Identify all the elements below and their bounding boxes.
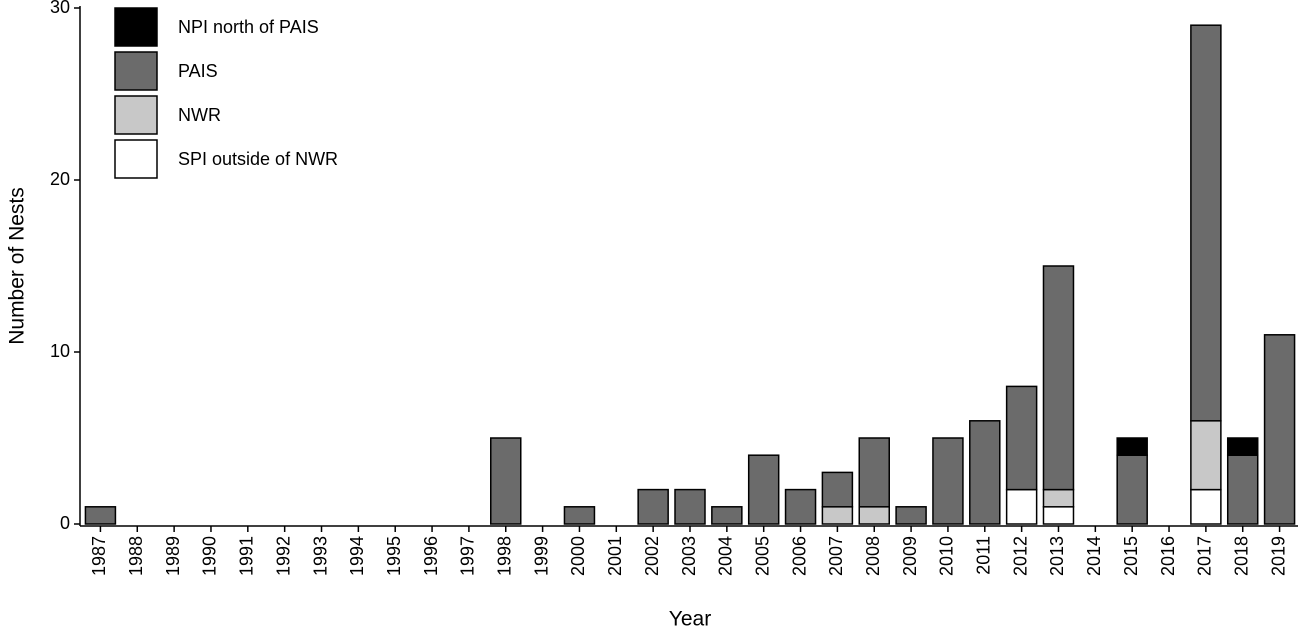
x-tick-label: 1988 bbox=[126, 536, 146, 576]
y-tick-label: 20 bbox=[50, 169, 70, 189]
x-tick-label: 2006 bbox=[789, 536, 809, 576]
x-tick-label: 2004 bbox=[716, 536, 736, 576]
legend-swatch bbox=[114, 7, 158, 47]
x-tick-label: 2013 bbox=[1047, 536, 1067, 576]
x-axis-label: Year bbox=[669, 608, 711, 631]
bar-segment bbox=[1226, 454, 1259, 525]
bar-segment bbox=[1116, 454, 1148, 525]
bar-segment bbox=[821, 471, 854, 508]
bar-segment bbox=[747, 454, 780, 525]
bar-segment bbox=[858, 506, 890, 525]
x-tick-label: 2002 bbox=[642, 536, 662, 576]
x-tick-label: 2005 bbox=[752, 536, 772, 576]
bar-segment bbox=[674, 488, 706, 525]
bar-segment bbox=[1042, 488, 1075, 508]
x-tick-label: 2007 bbox=[826, 536, 846, 576]
bar-segment bbox=[1005, 385, 1038, 491]
x-tick-label: 1989 bbox=[163, 536, 183, 576]
x-tick-label: 2003 bbox=[679, 536, 699, 576]
legend-swatch bbox=[114, 139, 158, 179]
x-tick-label: 2010 bbox=[937, 536, 957, 576]
legend-swatch bbox=[114, 95, 158, 135]
bar-segment bbox=[1116, 437, 1148, 456]
bar-segment bbox=[490, 437, 522, 525]
x-tick-label: 1993 bbox=[310, 536, 330, 576]
x-tick-label: 2009 bbox=[900, 536, 920, 576]
bar-segment bbox=[637, 488, 669, 525]
x-tick-label: 2011 bbox=[974, 536, 994, 575]
x-tick-label: 2018 bbox=[1231, 536, 1251, 576]
x-tick-label: 2016 bbox=[1158, 536, 1178, 576]
y-tick-label: 0 bbox=[60, 513, 70, 533]
x-tick-label: 2012 bbox=[1010, 536, 1030, 576]
legend-label: PAIS bbox=[178, 61, 218, 81]
x-tick-label: 2014 bbox=[1084, 536, 1104, 576]
x-tick-label: 1999 bbox=[531, 536, 551, 576]
x-tick-label: 2015 bbox=[1121, 536, 1141, 576]
y-tick-label: 10 bbox=[50, 341, 70, 361]
x-tick-label: 2001 bbox=[605, 536, 625, 576]
x-tick-label: 1997 bbox=[458, 536, 478, 576]
legend-label: SPI outside of NWR bbox=[178, 149, 338, 169]
y-tick-label: 30 bbox=[50, 0, 70, 17]
x-tick-label: 1990 bbox=[200, 536, 220, 576]
bar-segment bbox=[1190, 420, 1222, 491]
x-tick-label: 1994 bbox=[347, 536, 367, 576]
bar-segment bbox=[1005, 488, 1038, 525]
x-tick-label: 2008 bbox=[863, 536, 883, 576]
x-tick-label: 1995 bbox=[384, 536, 404, 576]
bar-segment bbox=[1042, 265, 1075, 491]
x-tick-label: 2017 bbox=[1195, 536, 1215, 576]
bar-segment bbox=[969, 420, 1001, 525]
legend-label: NWR bbox=[178, 105, 221, 125]
bar-segment bbox=[784, 488, 817, 525]
bar-segment bbox=[858, 437, 890, 508]
x-tick-label: 1991 bbox=[237, 536, 257, 576]
bar-segment bbox=[932, 437, 964, 525]
x-tick-label: 1992 bbox=[273, 536, 293, 576]
legend-swatch bbox=[114, 51, 158, 91]
bar-segment bbox=[1263, 334, 1296, 525]
bar-segment bbox=[821, 506, 854, 525]
x-tick-label: 2019 bbox=[1268, 536, 1288, 576]
y-axis-label: Number of Nests bbox=[6, 187, 29, 345]
bar-segment bbox=[1042, 506, 1075, 525]
bar-segment bbox=[1226, 437, 1259, 456]
bar-segment bbox=[563, 506, 596, 525]
x-tick-label: 2000 bbox=[568, 536, 588, 576]
x-tick-label: 1996 bbox=[421, 536, 441, 576]
bar-segment bbox=[84, 506, 117, 525]
bar-segment bbox=[1190, 24, 1222, 422]
bar-segment bbox=[895, 506, 927, 525]
x-tick-label: 1998 bbox=[495, 536, 515, 576]
legend-label: NPI north of PAIS bbox=[178, 17, 319, 37]
bar-segment bbox=[711, 506, 743, 525]
x-tick-label: 1987 bbox=[89, 536, 109, 576]
bar-segment bbox=[1190, 488, 1222, 525]
